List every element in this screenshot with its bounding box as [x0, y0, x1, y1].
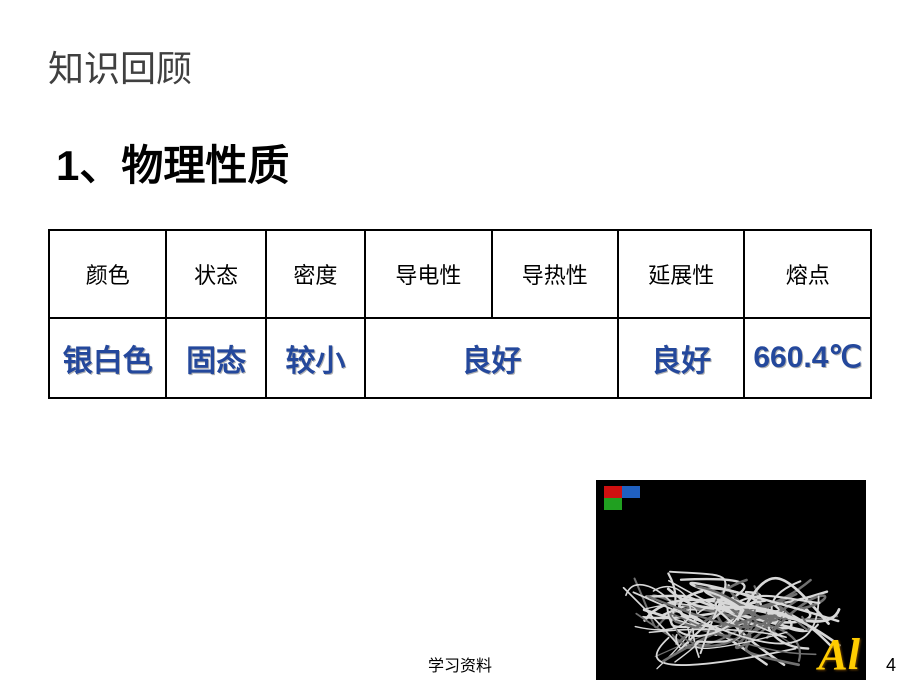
th-heat: 导热性 — [492, 230, 618, 318]
properties-table: 颜色 状态 密度 导电性 导热性 延展性 熔点 银白色 固态 较小 良好 良好 … — [48, 229, 872, 399]
cell-state: 固态 — [166, 318, 265, 398]
element-symbol: Al — [818, 629, 860, 680]
th-mp: 熔点 — [744, 230, 871, 318]
cell-conductivity: 良好 — [365, 318, 618, 398]
footer-text: 学习资料 — [428, 652, 492, 676]
cell-melting-point: 660.4℃ — [744, 318, 871, 398]
periodic-table-icon — [604, 486, 644, 512]
th-state: 状态 — [166, 230, 265, 318]
th-density: 密度 — [266, 230, 365, 318]
aluminum-photo: Al — [596, 480, 866, 680]
th-ductility: 延展性 — [618, 230, 744, 318]
section-title: 1、物理性质 — [56, 132, 872, 193]
cell-ductility: 良好 — [618, 318, 744, 398]
table-row: 银白色 固态 较小 良好 良好 660.4℃ — [49, 318, 871, 398]
cell-color: 银白色 — [49, 318, 166, 398]
th-color: 颜色 — [49, 230, 166, 318]
table-header-row: 颜色 状态 密度 导电性 导热性 延展性 熔点 — [49, 230, 871, 318]
slide: 知识回顾 1、物理性质 颜色 状态 密度 导电性 导热性 延展性 熔点 银白色 … — [0, 0, 920, 690]
th-elec: 导电性 — [365, 230, 491, 318]
cell-density: 较小 — [266, 318, 365, 398]
review-heading: 知识回顾 — [48, 40, 872, 92]
page-number: 4 — [886, 655, 896, 676]
